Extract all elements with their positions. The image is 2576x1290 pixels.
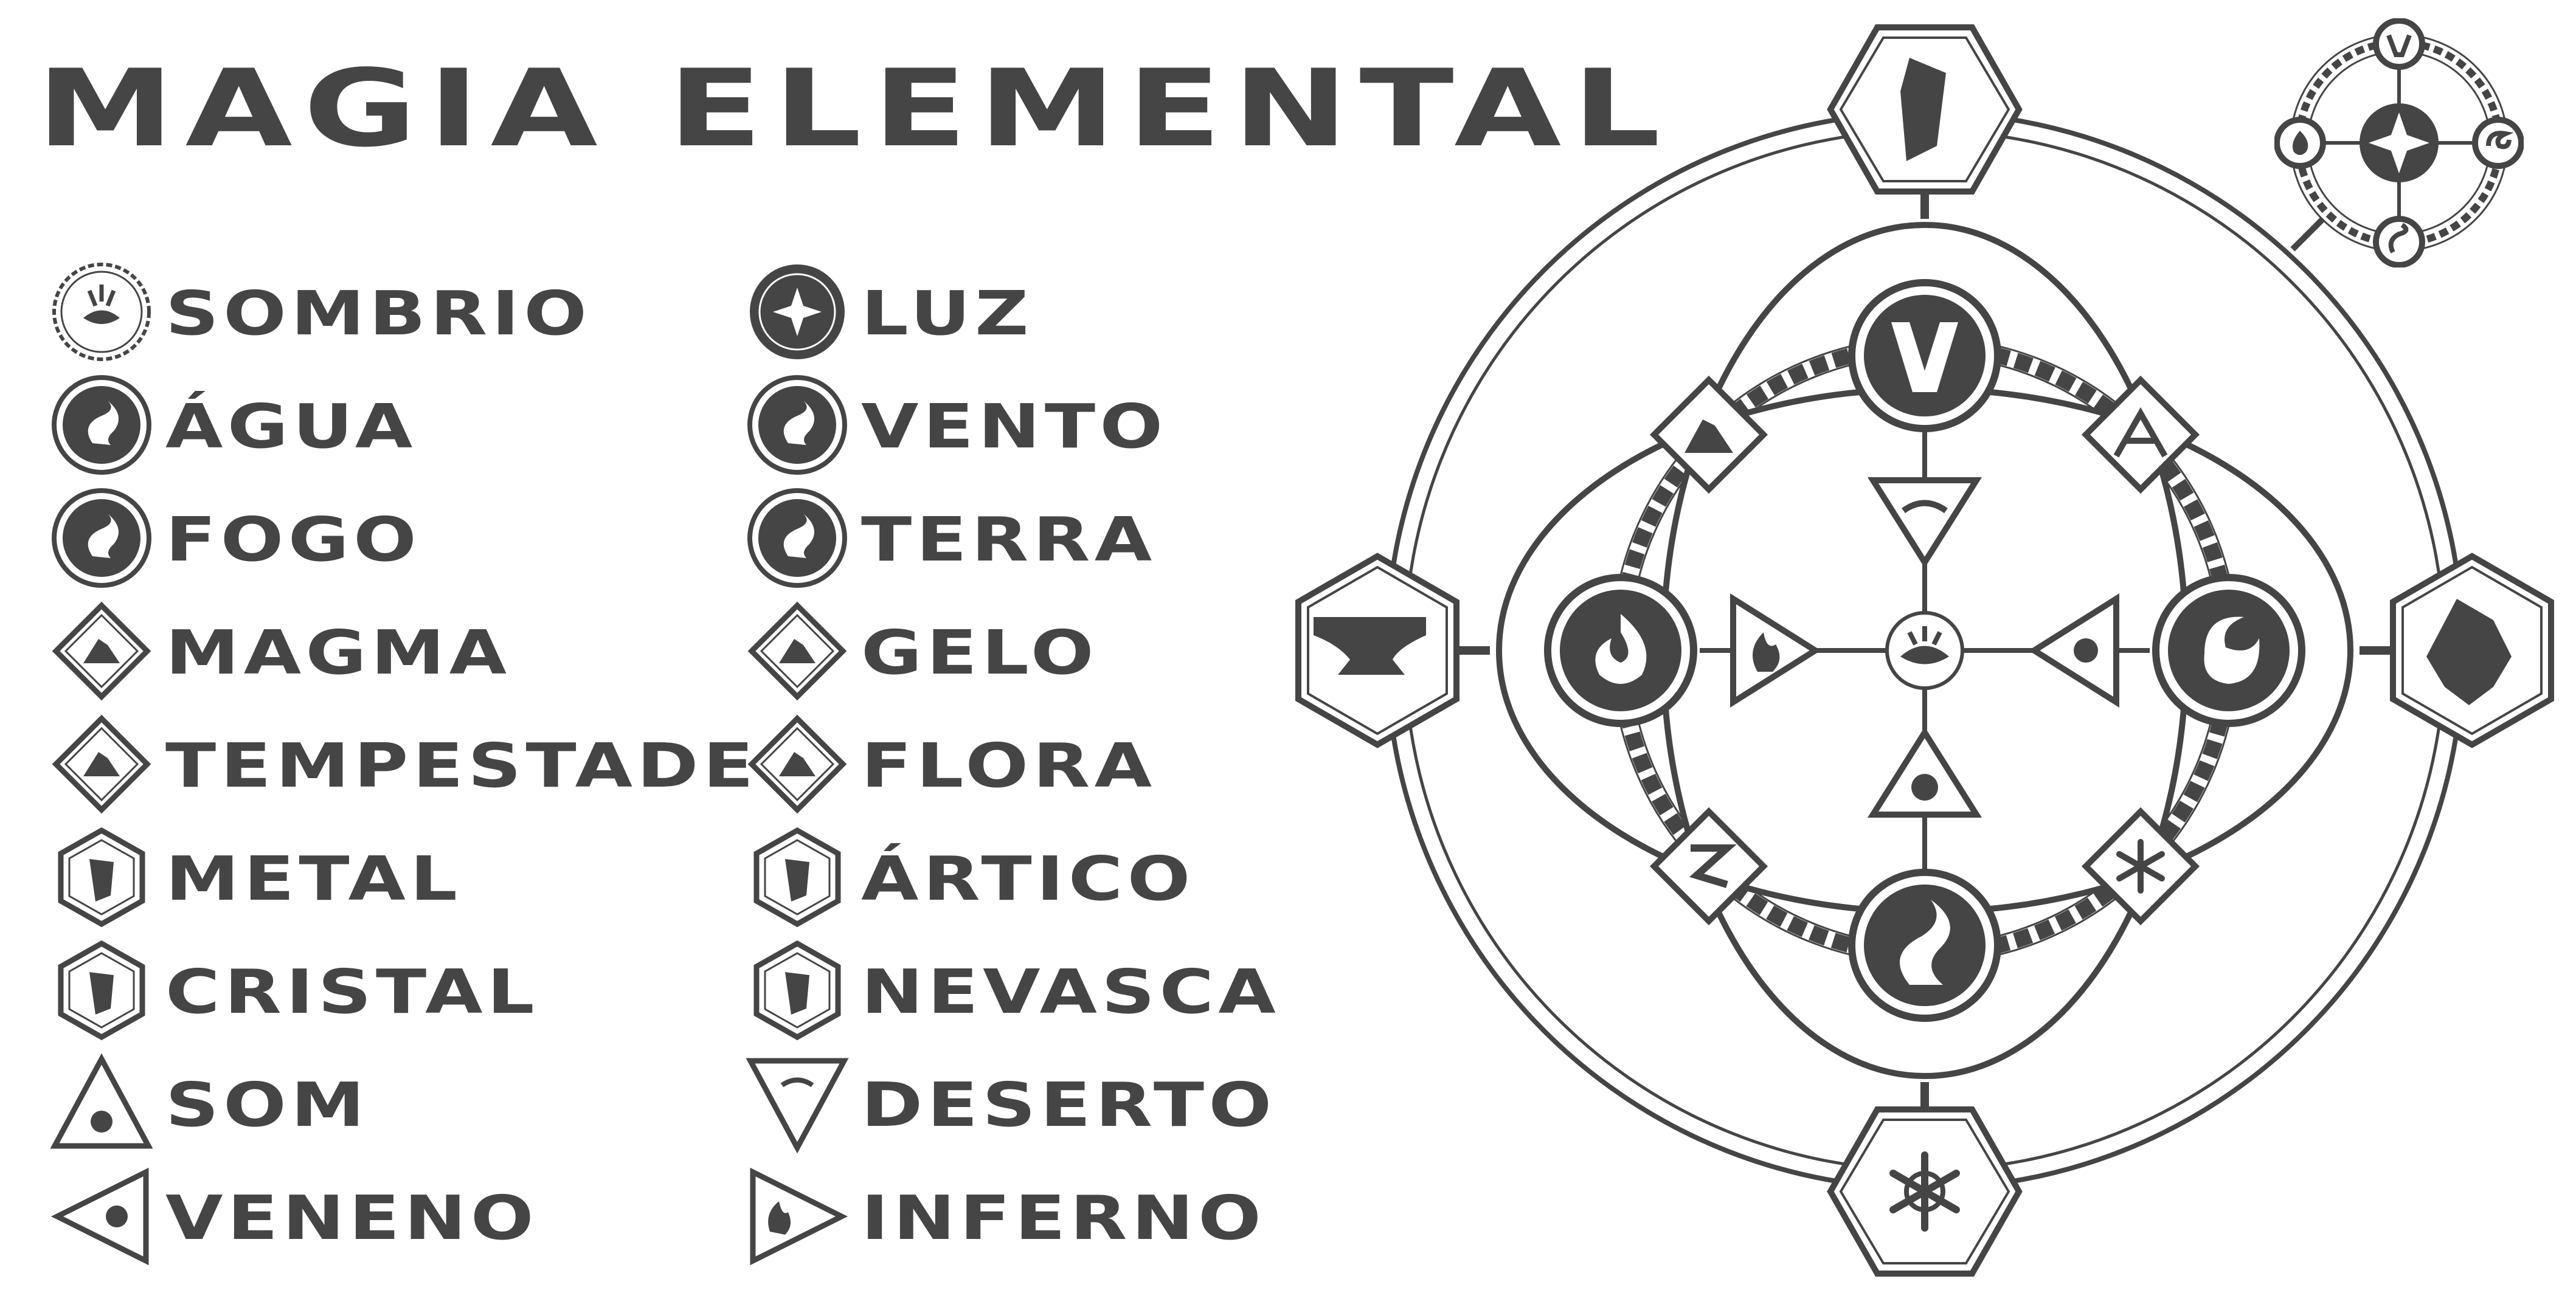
diamond-tempestade-node xyxy=(1649,807,1768,926)
hex-cristal-node xyxy=(1827,24,2023,195)
center-sombrio-node xyxy=(1885,611,1964,690)
artico-iceberg-icon xyxy=(746,826,849,929)
legend-label: VENENO xyxy=(165,1182,538,1254)
nevasca-snow-icon xyxy=(1889,1151,1960,1232)
metal-anvil-icon xyxy=(1314,617,1426,675)
legend-item: VENENO xyxy=(50,1165,719,1268)
inferno-flame-icon xyxy=(746,1165,849,1268)
agua-wave-icon xyxy=(2204,616,2260,684)
legend-item: ÁGUA xyxy=(50,373,719,477)
circle-terra-node xyxy=(1848,279,2001,432)
triangle-deserto-node xyxy=(1867,477,1982,568)
compass-emblem xyxy=(2274,18,2524,267)
legend-item: CRISTAL xyxy=(50,939,719,1042)
legend-label: TERRA xyxy=(861,504,1157,575)
agua-wave-icon xyxy=(50,373,153,477)
som-eye-icon xyxy=(50,1052,153,1155)
diamond-flora-node xyxy=(2081,375,2200,494)
legend-label: CRISTAL xyxy=(165,956,539,1027)
legend-item: SOMBRIO xyxy=(50,260,719,364)
legend-item: GELO xyxy=(746,599,1414,703)
legend-label: INFERNO xyxy=(861,1182,1266,1254)
cristal-gem-icon xyxy=(50,939,153,1042)
tempestade-bolt-icon xyxy=(50,712,153,816)
legend-item: NEVASCA xyxy=(746,939,1414,1042)
legend-item: TEMPESTADE xyxy=(50,712,753,816)
triangle-inferno-node xyxy=(1730,593,1821,708)
tempestade-bolt-icon xyxy=(1689,844,1737,888)
elemental-circle-diagram xyxy=(1277,12,2576,1290)
flora-leaf-icon xyxy=(2113,407,2168,458)
sombrio-eye-icon xyxy=(50,260,153,364)
nevasca-snow-icon xyxy=(746,939,849,1042)
triangle-som-node xyxy=(1867,726,1982,818)
fogo-flame-icon xyxy=(50,486,153,590)
legend-item: ÁRTICO xyxy=(746,826,1414,929)
triangle-veneno-node xyxy=(2028,593,2119,708)
legend-label: SOMBRIO xyxy=(165,278,592,349)
vento-wind-icon xyxy=(746,373,849,477)
hex-artico-node xyxy=(2390,553,2554,748)
gelo-snowflake-icon xyxy=(746,599,849,703)
magma-volcano-icon xyxy=(50,599,153,703)
legend-item: METAL xyxy=(50,826,719,929)
veneno-skull-icon xyxy=(50,1165,153,1268)
legend-label: LUZ xyxy=(861,278,1033,349)
deserto-dune-icon xyxy=(746,1052,849,1155)
gelo-snowflake-icon xyxy=(2116,839,2165,894)
legend-item: LUZ xyxy=(746,260,1414,364)
legend-item: DESERTO xyxy=(746,1052,1414,1155)
legend-item: TERRA xyxy=(746,486,1414,590)
circle-fogo-node xyxy=(1544,574,1697,727)
veneno-skull-icon xyxy=(2074,638,2098,663)
luz-star-icon xyxy=(746,260,849,364)
deserto-dune-icon xyxy=(1902,500,1948,514)
som-eye-icon xyxy=(1911,774,1938,801)
legend-label: ÁGUA xyxy=(165,391,417,462)
legend-label: MAGMA xyxy=(165,617,511,688)
cristal-gem-icon xyxy=(1900,58,1946,161)
terra-v-icon xyxy=(746,486,849,590)
legend-label: METAL xyxy=(165,843,462,914)
legend-item: INFERNO xyxy=(746,1165,1414,1268)
legend-label: FLORA xyxy=(861,730,1157,801)
circle-vento-node xyxy=(1848,869,2001,1022)
terra-v-icon xyxy=(1891,322,1958,392)
inferno-flame-icon xyxy=(1753,632,1780,672)
metal-anvil-icon xyxy=(50,826,153,929)
legend-item: VENTO xyxy=(746,373,1414,477)
vento-wind-icon xyxy=(1900,900,1950,985)
legend-item: FLORA xyxy=(746,712,1414,816)
legend-item: FOGO xyxy=(50,486,719,590)
legend-item: SOM xyxy=(50,1052,719,1155)
legend-label: VENTO xyxy=(861,391,1168,462)
legend-label: GELO xyxy=(861,617,1098,688)
legend-label: SOM xyxy=(165,1069,369,1140)
hex-metal-node xyxy=(1295,553,1459,748)
hex-nevasca-node xyxy=(1827,1106,2023,1277)
compass-vento-icon xyxy=(2373,216,2425,267)
diamond-magma-node xyxy=(1649,375,1768,494)
sombrio-eye-icon xyxy=(1900,646,1949,664)
fogo-flame-icon xyxy=(1595,614,1647,684)
legend-label: ÁRTICO xyxy=(861,843,1195,914)
magma-volcano-icon xyxy=(1684,419,1733,453)
artico-iceberg-icon xyxy=(2426,599,2512,705)
diamond-gelo-node xyxy=(2081,807,2200,926)
legend-item: MAGMA xyxy=(50,599,719,703)
circle-agua-node xyxy=(2152,574,2305,727)
legend-label: DESERTO xyxy=(861,1069,1276,1140)
compass-terra-icon xyxy=(2373,18,2425,70)
page-title: MAGIA ELEMENTAL xyxy=(36,47,1672,171)
legend-label: FOGO xyxy=(165,504,421,575)
legend-label: TEMPESTADE xyxy=(165,730,758,801)
legend-label: NEVASCA xyxy=(861,956,1281,1027)
flora-leaf-icon xyxy=(746,712,849,816)
